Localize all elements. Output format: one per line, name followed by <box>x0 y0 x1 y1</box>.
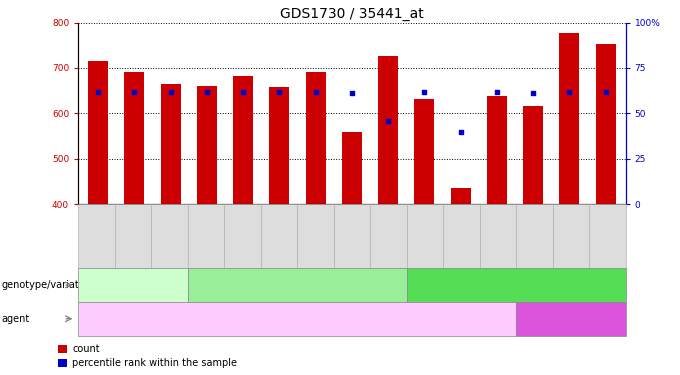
Bar <box>451 188 471 204</box>
Point <box>528 90 539 96</box>
Text: neo-resistant: neo-resistant <box>265 280 329 290</box>
Bar <box>160 84 181 204</box>
Point <box>455 129 466 135</box>
Title: GDS1730 / 35441_at: GDS1730 / 35441_at <box>280 8 424 21</box>
Bar <box>58 345 67 353</box>
Text: wildtype: wildtype <box>112 280 154 290</box>
Text: genotype/variation: genotype/variation <box>1 280 94 290</box>
Point <box>238 88 249 94</box>
Point <box>419 88 430 94</box>
Bar <box>197 86 217 204</box>
Point <box>92 88 103 94</box>
Bar <box>596 44 615 204</box>
Point <box>564 88 575 94</box>
Point <box>201 88 212 94</box>
Point <box>346 90 357 96</box>
Point <box>129 88 140 94</box>
Bar <box>523 106 543 204</box>
Point <box>165 88 176 94</box>
Text: untreated: untreated <box>273 314 321 324</box>
Text: count: count <box>72 344 100 354</box>
Point <box>274 88 285 94</box>
Bar <box>233 76 253 204</box>
Text: PDGF-A dominant-negative: PDGF-A dominant-negative <box>449 280 583 290</box>
Point <box>383 118 394 124</box>
Text: exogenous PDGF: exogenous PDGF <box>530 314 612 324</box>
Bar <box>88 61 108 204</box>
Bar <box>306 72 326 204</box>
Bar <box>342 132 362 204</box>
Bar <box>58 358 67 367</box>
Point <box>492 88 503 94</box>
Bar <box>560 33 579 204</box>
Bar <box>378 56 398 204</box>
Bar <box>124 72 144 204</box>
Bar <box>487 96 507 204</box>
Text: agent: agent <box>1 314 30 324</box>
Text: percentile rank within the sample: percentile rank within the sample <box>72 358 237 368</box>
Point <box>310 88 321 94</box>
Bar <box>414 99 435 204</box>
Bar <box>269 87 290 204</box>
Point <box>600 88 611 94</box>
